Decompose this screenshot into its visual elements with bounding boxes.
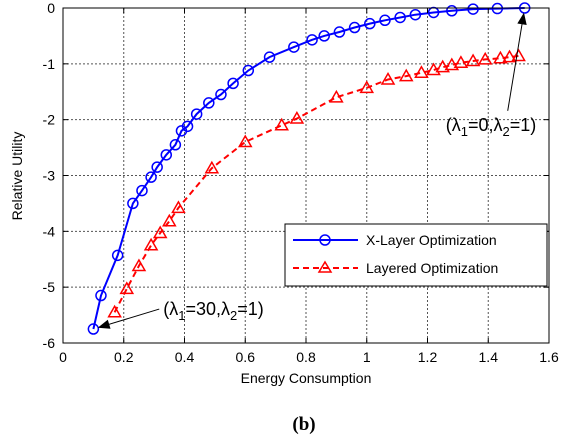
data-point <box>379 14 391 27</box>
x-tick-label: 0 <box>59 349 67 365</box>
data-point <box>318 30 330 42</box>
data-point <box>502 49 517 63</box>
data-point <box>151 161 163 173</box>
data-point <box>263 51 276 63</box>
legend-box <box>284 223 548 287</box>
data-point <box>491 2 504 15</box>
data-point <box>414 65 429 79</box>
legend-label-layered: Layered Optimization <box>366 260 498 276</box>
y-tick-label: -2 <box>43 112 56 128</box>
data-point <box>169 139 182 151</box>
y-tick-label: -4 <box>43 223 56 239</box>
legend-marker-x-layer <box>319 234 331 246</box>
data-point <box>162 213 177 227</box>
annotation-arrow-head <box>97 319 111 329</box>
x-tick-label: 0.8 <box>296 349 316 365</box>
data-point <box>171 200 186 214</box>
data-point <box>111 249 124 262</box>
data-point <box>136 184 148 197</box>
annotation-0: (λ1=0,λ2=1) <box>446 12 537 139</box>
data-point <box>398 68 414 82</box>
data-point <box>237 134 253 148</box>
data-point <box>427 6 440 19</box>
data-point <box>127 197 139 210</box>
data-point <box>87 323 100 335</box>
data-point <box>203 97 215 109</box>
data-point <box>204 160 220 174</box>
data-point <box>465 53 481 67</box>
y-tick-label: 0 <box>47 0 55 16</box>
data-point <box>333 26 346 38</box>
data-point <box>215 88 227 101</box>
series-line <box>113 55 519 313</box>
data-point <box>160 149 173 161</box>
annotations: (λ1=0,λ2=1) (λ1=30,λ2=1) <box>97 12 537 329</box>
y-tick-label: -6 <box>43 335 56 351</box>
data-point <box>435 59 450 73</box>
legend-label-x-layer: X-Layer Optimization <box>366 232 497 248</box>
data-point <box>119 281 135 295</box>
data-point <box>289 111 305 124</box>
annotation-arrow-head <box>517 12 527 26</box>
data-point <box>380 71 396 85</box>
data-point <box>190 108 203 120</box>
legend-marker-layered <box>317 260 333 273</box>
data-point <box>364 17 376 30</box>
data-point <box>446 5 458 17</box>
data-point <box>329 89 344 103</box>
series-line <box>92 7 525 330</box>
y-tick-label: -1 <box>43 56 56 72</box>
series-layer <box>87 2 531 335</box>
x-tick-label: 1 <box>363 349 371 365</box>
x-tick-label: 1.4 <box>479 349 499 365</box>
data-point <box>288 41 300 53</box>
annotation-arrow-line <box>507 13 525 111</box>
data-point <box>409 8 422 21</box>
data-point <box>143 237 159 251</box>
data-point <box>511 48 526 62</box>
x-tick-label: 0.4 <box>175 349 195 365</box>
x-axis-label: Energy Consumption <box>241 370 372 386</box>
x-tick-label: 1.6 <box>539 349 559 365</box>
series-x-layer <box>87 2 531 335</box>
series-layered <box>107 48 526 318</box>
x-tick-label: 1.2 <box>418 349 438 365</box>
data-point <box>95 289 107 302</box>
data-point <box>274 117 289 131</box>
data-point <box>477 51 493 65</box>
data-point <box>394 11 406 24</box>
data-point <box>306 34 318 46</box>
data-point <box>453 55 469 68</box>
data-point <box>131 258 147 272</box>
data-point <box>359 80 375 94</box>
y-tick-label: -5 <box>43 279 56 295</box>
data-point <box>493 50 508 64</box>
data-point <box>348 21 361 34</box>
ticks: 0 0.2 0.4 0.6 0.8 1 1.2 1.4 1.6 0 -1 -2 -3 -4 -5 -6 <box>43 0 559 365</box>
data-point <box>145 171 157 183</box>
data-point <box>181 120 194 133</box>
data-point <box>444 57 460 71</box>
data-point <box>426 62 441 76</box>
x-tick-label: 0.2 <box>114 349 134 365</box>
data-point <box>107 304 122 318</box>
y-tick-label: -3 <box>43 168 56 184</box>
data-point <box>227 77 239 90</box>
data-point <box>242 64 255 77</box>
annotation-1: (λ1=30,λ2=1) <box>97 299 264 329</box>
data-point <box>152 225 168 239</box>
data-point <box>467 3 479 15</box>
annotation-text: (λ1=0,λ2=1) <box>446 115 537 139</box>
legend: X-Layer Optimization Layered Optimizatio… <box>284 223 548 287</box>
x-tick-label: 0.6 <box>236 349 256 365</box>
y-axis-label: Relative Utility <box>9 132 25 221</box>
annotation-text: (λ1=30,λ2=1) <box>163 299 264 323</box>
figure-caption: (b) <box>292 414 315 435</box>
